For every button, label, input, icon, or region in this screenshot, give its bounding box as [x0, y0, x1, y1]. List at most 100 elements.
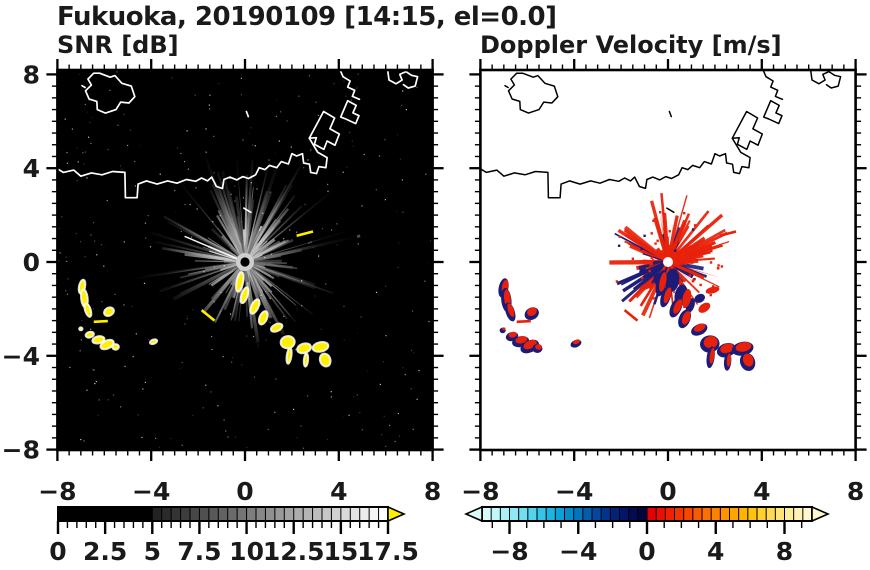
colorbar-cell	[76, 507, 87, 521]
velocity-echo-blobs	[498, 230, 756, 371]
echo-blob	[527, 307, 537, 317]
colorbar-cell	[199, 507, 210, 521]
colorbar-cell	[256, 507, 266, 521]
velocity-colorbar-label: 8	[776, 537, 793, 566]
velocity-navy-patch	[694, 293, 706, 303]
snr-x-tick-label: −8	[38, 477, 76, 506]
colorbar-cell	[312, 507, 323, 521]
coast-segment	[339, 99, 360, 125]
colorbar-underflow-arrow	[464, 505, 483, 523]
colorbar-cell	[546, 507, 556, 521]
snr-panel: −8 −4 0 4 8 8 4 0 −4 −8	[2, 59, 444, 506]
velocity-x-tick-label: 4	[753, 477, 770, 506]
velocity-colorbar-label: −8	[490, 537, 528, 566]
velocity-panel: −8 −4 0 4 8	[461, 59, 867, 506]
echo-blob	[235, 271, 245, 293]
colorbar-cell	[793, 507, 804, 521]
echo-dash	[296, 230, 314, 237]
coast-segment	[666, 207, 675, 214]
colorbar-cell	[86, 507, 97, 521]
colorbar-overflow-arrow	[387, 505, 406, 523]
colorbar-cell	[500, 507, 510, 521]
colorbar-cell	[729, 507, 740, 521]
colorbar-cell	[237, 507, 247, 521]
snr-colorbar-label: 12.5	[263, 537, 325, 566]
coast-segment	[480, 137, 751, 199]
echo-blob	[302, 352, 310, 368]
echo-blob	[84, 330, 95, 339]
velocity-x-tick-label: −4	[555, 477, 593, 506]
colorbar-cell	[757, 507, 767, 521]
echo-blob	[659, 272, 667, 292]
velocity-x-tick-label: −8	[461, 477, 499, 506]
snr-colorbar-label: 0	[49, 537, 66, 566]
colorbar-cell	[802, 507, 813, 521]
echo-blob	[148, 338, 159, 346]
colorbar-cell	[227, 507, 238, 521]
echo-blob	[502, 327, 506, 331]
colorbar-cell	[720, 507, 730, 521]
y-tick-label: 8	[23, 60, 40, 89]
echo-blob	[111, 343, 120, 351]
echo-blob	[673, 299, 683, 314]
y-tick-label: −8	[2, 436, 40, 465]
snr-colorbar-label: 17.5	[357, 537, 419, 566]
colorbar-cell	[378, 507, 389, 521]
bright-ray	[184, 235, 246, 263]
colorbar-cell	[114, 507, 125, 521]
colorbar-cell	[564, 507, 575, 521]
colorbar-cell	[331, 507, 342, 521]
colorbar-cell	[322, 507, 332, 521]
colorbar-cell	[601, 507, 611, 521]
colorbar-cell	[95, 507, 106, 521]
snr-x-tick-label: −4	[132, 477, 170, 506]
colorbar-cell	[208, 507, 219, 521]
echo-dash	[719, 230, 737, 237]
colorbar-cell	[246, 507, 257, 521]
colorbar-cell	[491, 507, 501, 521]
colorbar-cell	[628, 507, 639, 521]
colorbar-cell-borders	[490, 507, 804, 521]
colorbar-ticks	[56, 521, 390, 534]
snr-colorbar-label: 2.5	[83, 537, 127, 566]
coast-segment	[809, 70, 842, 89]
snr-panel-subtitle: SNR [dB]	[57, 31, 179, 59]
velocity-red-patch	[682, 289, 692, 308]
colorbar-cell	[619, 507, 630, 521]
colorbar-cell	[656, 507, 666, 521]
colorbar-cell	[518, 507, 529, 521]
y-tick-label: −4	[2, 342, 40, 371]
echo-blob	[709, 347, 715, 364]
clutter-shadow-wedge	[173, 263, 242, 297]
snr-axis-ticks	[46, 59, 444, 461]
coast-segment	[242, 207, 252, 214]
echo-blob	[703, 336, 718, 349]
colorbar-cell	[359, 507, 370, 521]
echo-blob	[742, 353, 754, 367]
colorbar-cell	[711, 507, 721, 521]
echo-blob	[83, 302, 93, 318]
colorbar-cell	[592, 507, 602, 521]
noise-speckles	[57, 71, 433, 450]
colorbar-cell	[180, 507, 191, 521]
echo-blob	[78, 326, 84, 332]
coast-segment	[245, 110, 250, 118]
echo-blob	[535, 344, 542, 350]
colorbar-cell	[683, 507, 694, 521]
radar-center-dot	[240, 257, 250, 267]
colorbar-ticks	[491, 521, 803, 534]
coast-segment	[84, 72, 136, 114]
echo-blob	[103, 306, 115, 318]
snr-map-area	[57, 70, 433, 450]
velocity-map-area	[480, 70, 856, 450]
echo-blob	[515, 336, 528, 344]
echo-dash	[516, 319, 531, 324]
colorbar-cell	[171, 507, 181, 521]
colorbar-cell	[784, 507, 795, 521]
velocity-red-patch	[698, 302, 711, 313]
echo-blob	[239, 286, 250, 305]
velocity-x-tick-label: 0	[659, 477, 676, 506]
echo-blob	[735, 342, 752, 352]
coast-segment	[507, 72, 559, 114]
